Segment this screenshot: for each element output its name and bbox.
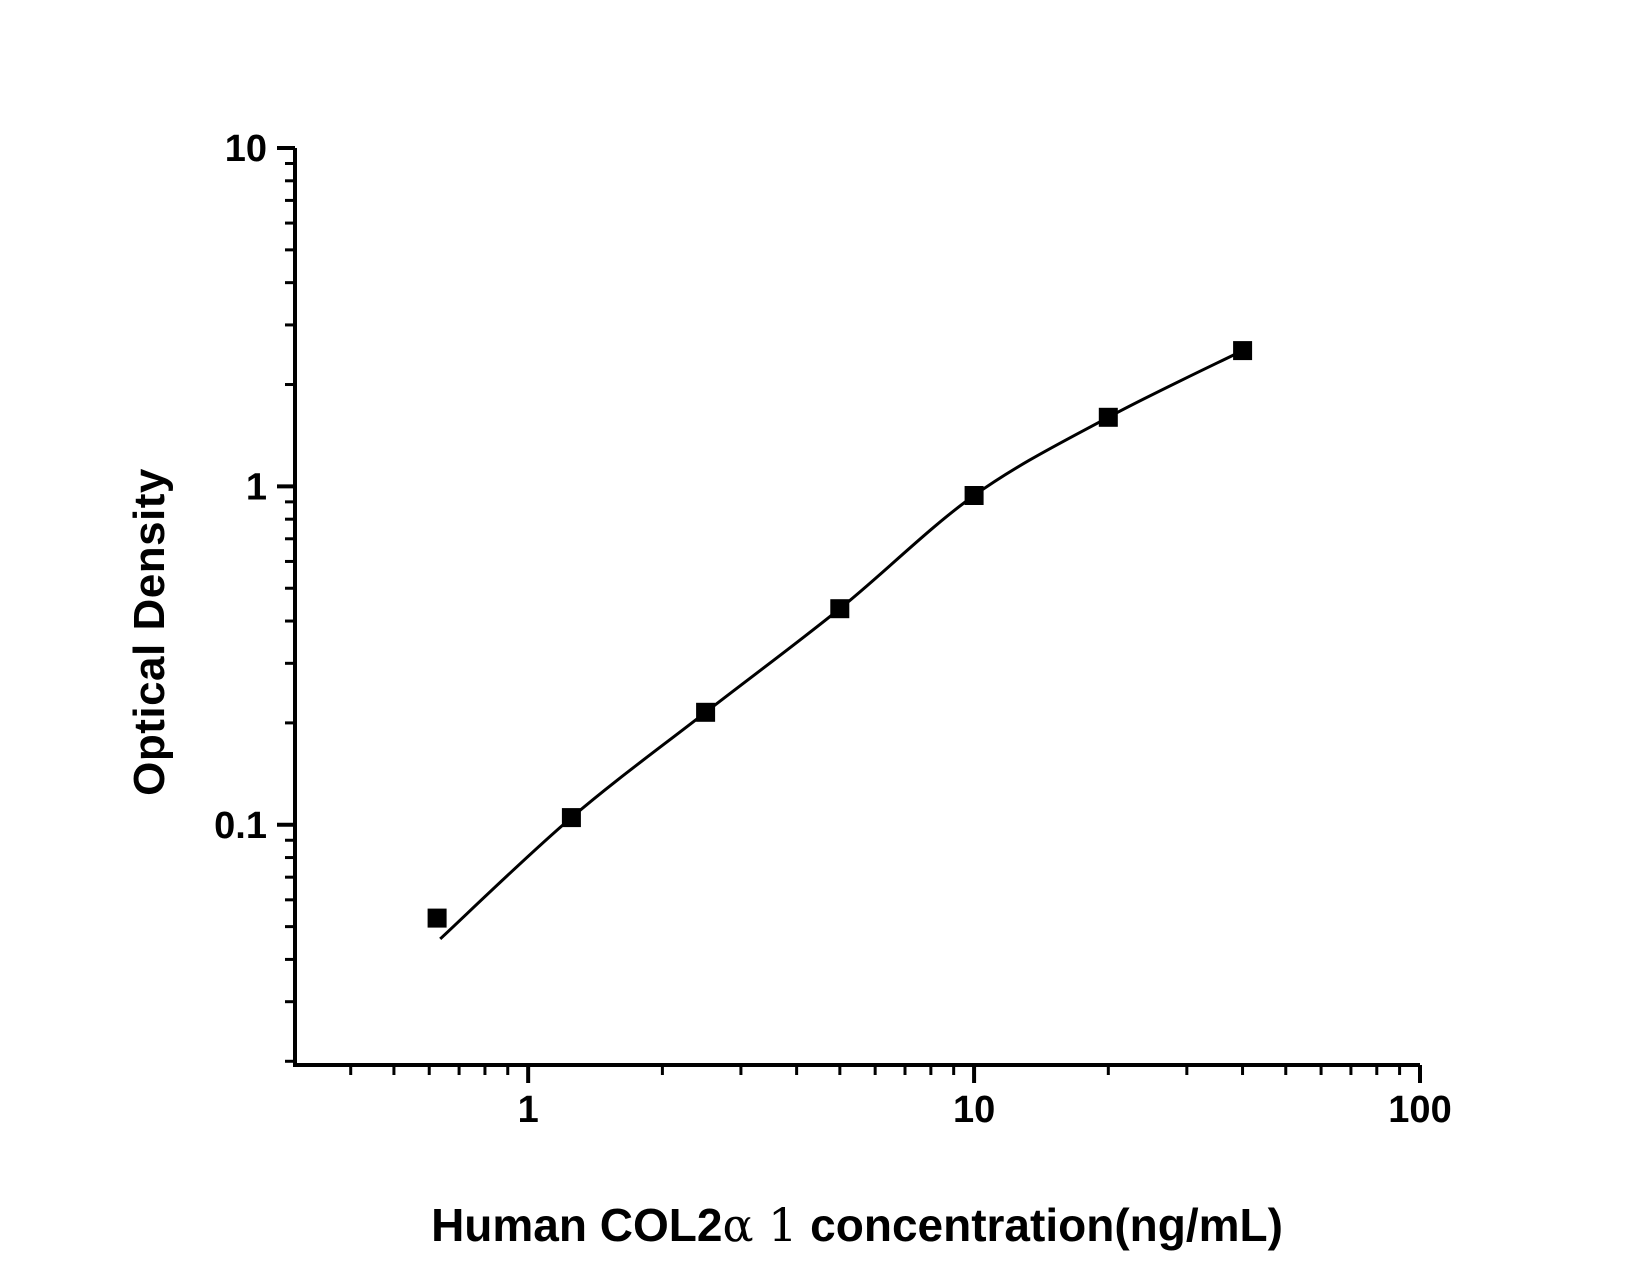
data-point-marker (830, 599, 850, 619)
x-axis-title-suffix: concentration(ng/mL) (797, 1199, 1283, 1251)
x-axis-tick-label: 1 (518, 1089, 539, 1131)
y-axis-tick-label: 10 (225, 128, 267, 170)
x-axis-title: Human COL2α 1 concentration(ng/mL) (431, 1198, 1283, 1252)
data-point-marker (964, 486, 984, 505)
y-axis-title: Optical Density (125, 468, 175, 796)
axis-lines (293, 148, 1420, 1067)
standard-curve-line (439, 349, 1244, 941)
x-axis-tick-label: 100 (1388, 1089, 1451, 1131)
x-axis-title-alpha: α 1 (722, 1198, 798, 1252)
data-point-marker (696, 702, 716, 722)
data-point-marker (1098, 407, 1118, 427)
data-point-marker (561, 808, 581, 828)
data-point-marker (427, 908, 447, 928)
x-axis-tick-label: 10 (953, 1089, 995, 1131)
data-point-marker (1233, 341, 1253, 361)
x-axis-title-prefix: Human COL2 (431, 1199, 723, 1251)
y-axis-tick-label: 1 (246, 466, 267, 508)
y-axis-tick-label: 0.1 (214, 805, 267, 847)
y-axis-title-text: Optical Density (125, 468, 174, 796)
